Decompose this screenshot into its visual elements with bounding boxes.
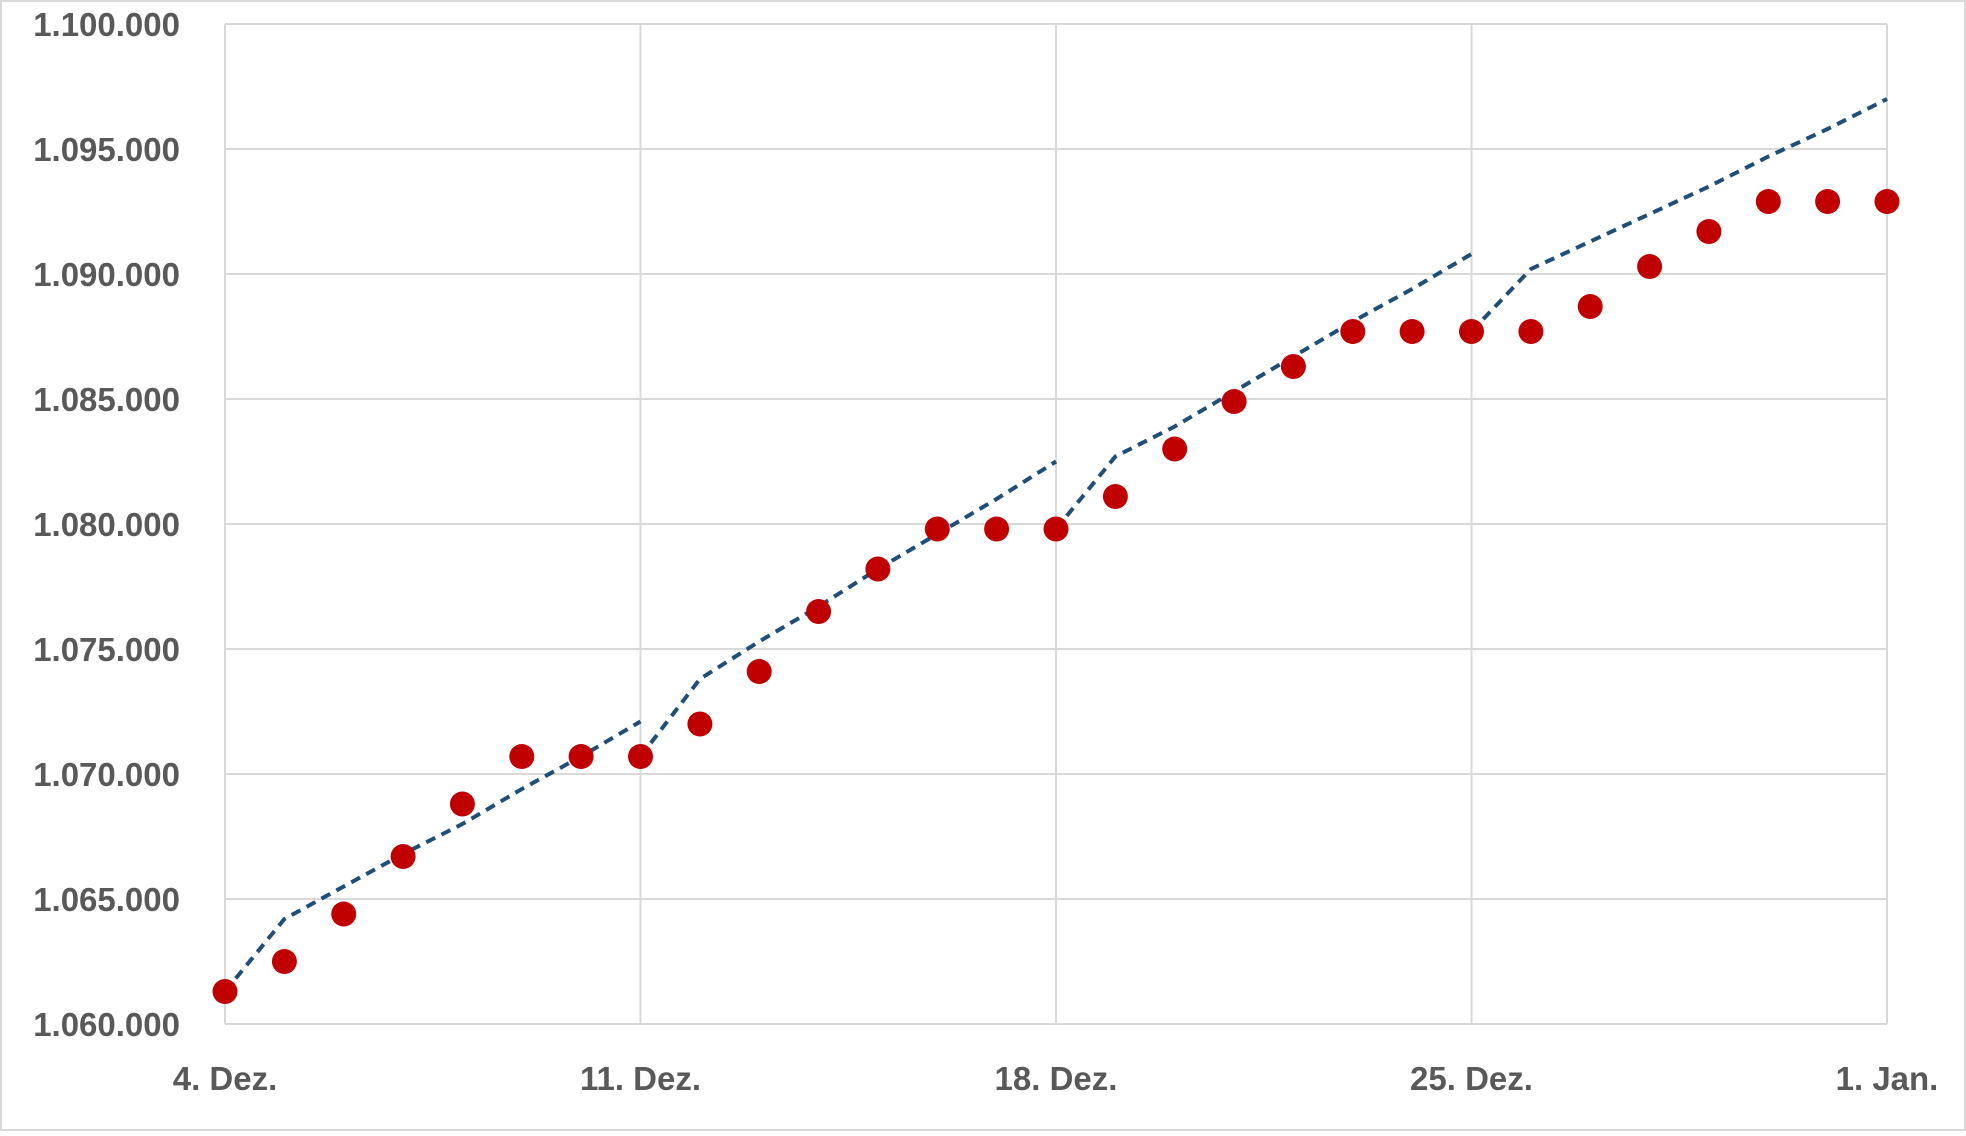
trend-line-segment: [1054, 252, 1473, 531]
data-point: [984, 516, 1010, 542]
y-tick-label: 1.100.000: [33, 6, 180, 43]
data-point: [628, 744, 653, 769]
data-point: [1280, 354, 1306, 379]
data-point: [1518, 319, 1544, 344]
data-point: [1696, 219, 1722, 244]
data-point: [390, 844, 416, 869]
x-tick-label: 11. Dez.: [580, 1060, 701, 1097]
x-tick-label: 25. Dez.: [1410, 1060, 1533, 1097]
dashed-line-series: [223, 97, 1888, 993]
data-point: [687, 711, 713, 737]
data-point: [1815, 189, 1841, 214]
data-point: [924, 516, 950, 542]
data-point: [1043, 516, 1069, 542]
data-point: [1755, 189, 1781, 214]
data-point: [865, 556, 891, 582]
x-axis-ticks: 4. Dez. 11. Dez. 18. Dez. 25. Dez. 1. Jan.: [173, 1060, 1939, 1097]
x-tick-label: 1. Jan.: [1836, 1060, 1939, 1097]
y-tick-label: 1.060.000: [33, 1006, 180, 1043]
data-point: [1221, 389, 1247, 414]
data-point: [331, 901, 357, 927]
data-point: [1399, 319, 1425, 344]
y-axis-ticks: 1.060.000 1.065.000 1.070.000 1.075.000 1.08…: [33, 6, 180, 1043]
data-point: [1459, 319, 1484, 344]
point-series: [212, 189, 1900, 1004]
y-tick-label: 1.095.000: [33, 131, 180, 168]
data-point: [449, 791, 475, 817]
y-tick-label: 1.085.000: [33, 381, 180, 418]
data-point: [568, 744, 594, 769]
data-point: [806, 599, 832, 624]
x-tick-label: 4. Dez.: [173, 1060, 278, 1097]
x-tick-label: 18. Dez.: [995, 1060, 1118, 1097]
trend-line-segment: [223, 719, 642, 993]
data-point: [509, 744, 535, 769]
data-point: [1874, 189, 1900, 214]
y-tick-label: 1.070.000: [33, 756, 180, 793]
data-point: [1162, 436, 1188, 462]
data-point: [1102, 484, 1128, 509]
data-point: [1340, 319, 1366, 344]
data-point: [1637, 254, 1663, 279]
y-tick-label: 1.065.000: [33, 881, 180, 918]
data-point: [746, 659, 772, 684]
data-point: [1577, 294, 1603, 319]
data-point: [212, 979, 238, 1004]
data-point: [271, 949, 297, 974]
y-tick-label: 1.090.000: [33, 256, 180, 293]
trend-line-segment: [638, 459, 1058, 758]
y-tick-label: 1.075.000: [33, 631, 180, 668]
y-tick-label: 1.080.000: [33, 506, 180, 543]
